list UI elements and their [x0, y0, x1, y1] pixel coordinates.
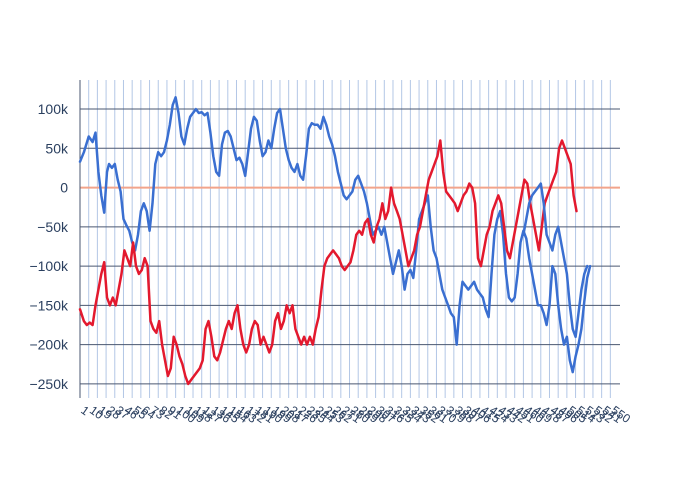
y-tick-label-7: −250k [29, 376, 69, 392]
series-line-0 [78, 96, 592, 374]
y-gridlines [79, 80, 620, 398]
series-line-2 [522, 182, 589, 339]
y-tick-label-1: 50k [45, 140, 69, 156]
series-line-1 [78, 139, 578, 386]
y-tick-label-0: 100k [38, 101, 69, 117]
y-tick-label-6: −200k [29, 337, 69, 353]
y-tick-label-2: 0 [60, 180, 68, 196]
y-tick-label-3: −50k [37, 219, 69, 235]
y-tick-label-4: −100k [29, 258, 69, 274]
y-tick-label-5: −150k [29, 297, 69, 313]
y-tick-labels: 100k 50k 0 −50k −100k −150k −200k −250k [29, 101, 69, 392]
x-gridlines [79, 80, 611, 398]
x-tick-labels: 1101928374655647382911001091181271361451… [78, 403, 633, 426]
series-layer [78, 96, 592, 386]
